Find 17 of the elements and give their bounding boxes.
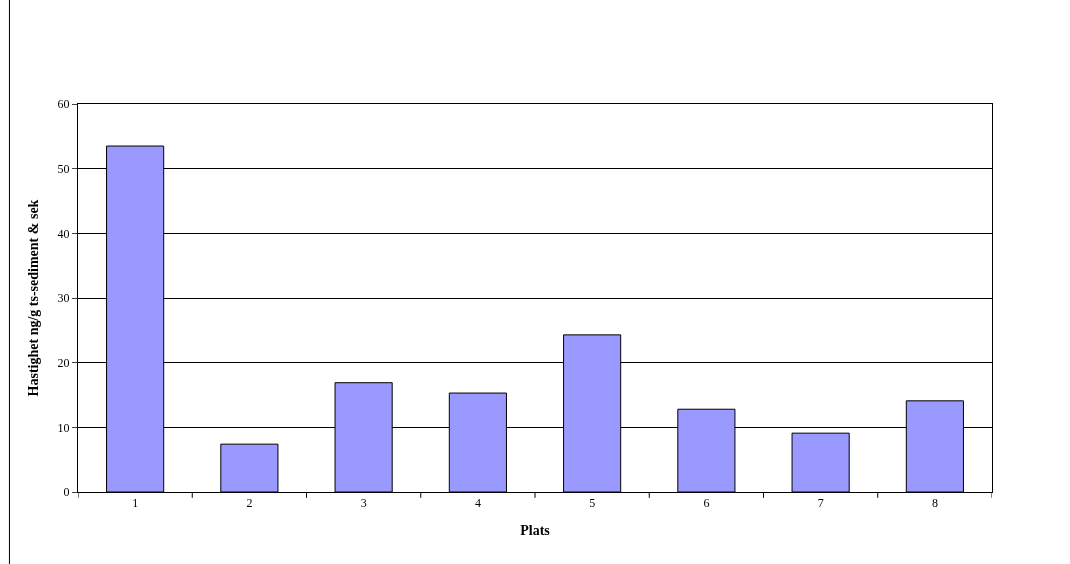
y-tick-label: 50 [57, 161, 70, 176]
x-tick-label: 5 [589, 496, 596, 511]
y-tick-label: 20 [57, 355, 70, 370]
x-tick-label: 7 [817, 496, 824, 511]
y-tick-label: 60 [57, 97, 70, 112]
x-tick-label: 8 [931, 496, 938, 511]
x-tick-label: 6 [703, 496, 710, 511]
y-tick-label: 10 [57, 420, 70, 435]
y-tick-label: 30 [57, 291, 70, 306]
x-tick-label: 3 [360, 496, 367, 511]
x-tick-label: 4 [474, 496, 481, 511]
x-axis-title: Plats [520, 522, 551, 538]
x-tick-label: 1 [132, 496, 139, 511]
y-axis-title: Hastighet ng/g ts-sediment & sek [26, 199, 42, 397]
y-tick-label: 40 [57, 226, 70, 241]
x-tick-label: 2 [246, 496, 253, 511]
y-tick-label: 0 [63, 485, 70, 500]
